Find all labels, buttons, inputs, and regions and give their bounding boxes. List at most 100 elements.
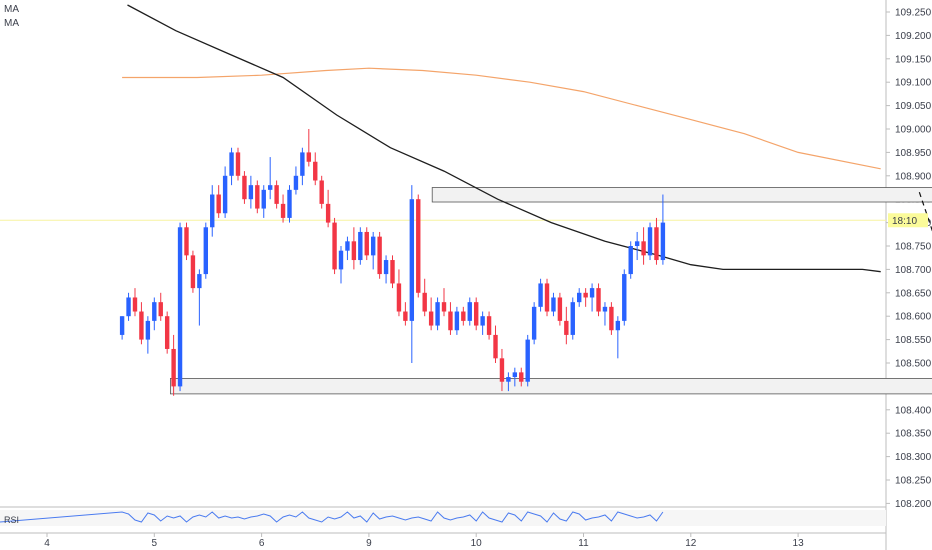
- time-axis[interactable]: 4 5 6 9 10 11 12 13: [0, 532, 886, 549]
- price-tag: 18:10: [888, 213, 928, 228]
- price-tag-bg: [888, 213, 928, 228]
- candle-body: [377, 236, 382, 275]
- candle-body: [422, 292, 427, 312]
- candle-body: [171, 348, 176, 387]
- candle-body: [615, 320, 621, 331]
- price-tick-label: 108.900: [895, 171, 932, 182]
- price-tick-label: 108.200: [895, 499, 932, 510]
- candle-body: [486, 316, 492, 335]
- candle-body: [126, 297, 131, 317]
- ma-fast-line: [127, 4, 881, 273]
- time-tick-label: 9: [366, 538, 372, 549]
- candle-body: [222, 175, 228, 214]
- candle-body: [145, 320, 151, 340]
- candle-body: [338, 250, 344, 270]
- candle-body: [435, 302, 440, 326]
- candle-body: [370, 236, 376, 256]
- candle-body: [332, 222, 337, 270]
- candle-body: [622, 274, 627, 321]
- candle-body: [596, 288, 601, 312]
- candle-body: [345, 241, 350, 251]
- candle-body: [190, 255, 196, 289]
- candle-body: [467, 302, 472, 321]
- candles-layer: [119, 129, 666, 396]
- price-tick-label: 108.500: [895, 359, 932, 370]
- time-tick-label: 10: [471, 538, 483, 549]
- candle-body: [158, 302, 163, 317]
- price-tick-label: 108.650: [895, 288, 932, 299]
- candle-body: [544, 283, 550, 312]
- candle-body: [428, 311, 434, 326]
- candle-body: [119, 316, 125, 335]
- candle-body: [531, 306, 537, 340]
- price-tick-label: 108.700: [895, 265, 932, 276]
- candle-body: [589, 288, 595, 298]
- candle-body: [660, 222, 666, 261]
- candle-body: [506, 377, 511, 382]
- candle-body: [396, 283, 402, 312]
- candle-body: [609, 306, 614, 331]
- time-tick-label: 11: [578, 538, 589, 549]
- candle-body: [306, 152, 312, 162]
- candle-body: [210, 194, 215, 228]
- rsi-pane: [0, 506, 886, 526]
- candle-body: [409, 199, 415, 321]
- candle-body: [139, 311, 144, 340]
- candle-body: [319, 180, 324, 204]
- candle-body: [293, 175, 299, 190]
- candle-body: [325, 203, 331, 223]
- zone-rect: [431, 187, 932, 203]
- candle-body: [164, 316, 170, 349]
- candle-body: [499, 358, 505, 382]
- candle-body: [634, 241, 640, 246]
- candle-body: [197, 274, 202, 289]
- candle-body: [152, 302, 157, 321]
- candle-body: [300, 152, 305, 176]
- price-tick-label: 108.600: [895, 312, 932, 323]
- candle-body: [216, 194, 221, 214]
- candle-body: [274, 185, 279, 204]
- candle-body: [177, 227, 183, 387]
- price-tick-label: 108.250: [895, 476, 932, 487]
- candle-body: [512, 372, 518, 378]
- ma-legend-2[interactable]: MA: [4, 18, 19, 29]
- ma-slow-line: [122, 67, 881, 170]
- price-tick-label: 109.150: [895, 54, 932, 65]
- price-tick-label: 108.300: [895, 452, 932, 463]
- candle-body: [583, 292, 588, 298]
- price-axis[interactable]: 109.250 109.200 109.150 109.100 109.050 109.0…: [885, 0, 932, 550]
- price-tick-label: 108.400: [895, 405, 932, 416]
- candle-body: [628, 246, 633, 275]
- price-tick-label: 109.200: [895, 31, 932, 42]
- time-tick-label: 12: [685, 538, 697, 549]
- candle-body: [416, 199, 421, 293]
- candle-body: [454, 311, 460, 331]
- rsi-label[interactable]: RSI: [4, 515, 20, 525]
- candle-body: [448, 311, 453, 331]
- rsi-line: [0, 511, 664, 523]
- candle-body: [525, 339, 530, 382]
- candle-body: [493, 334, 498, 359]
- rsi-band: [0, 510, 886, 526]
- ma-legend-1[interactable]: MA: [4, 4, 19, 15]
- price-tag-text: 18:10: [892, 216, 917, 227]
- time-tick-label: 4: [44, 538, 50, 549]
- candle-body: [551, 297, 556, 312]
- candle-body: [235, 152, 241, 176]
- candle-body: [390, 260, 395, 284]
- price-tick-label: 109.250: [895, 8, 932, 19]
- candle-body: [203, 227, 209, 275]
- candle-body: [132, 297, 138, 312]
- candle-body: [647, 227, 653, 256]
- candle-body: [229, 152, 234, 176]
- candle-body: [287, 189, 292, 218]
- candle-body: [474, 302, 479, 326]
- candle-body: [383, 260, 389, 275]
- price-tick-label: 108.950: [895, 148, 932, 159]
- candle-body: [184, 227, 189, 256]
- candle-body: [242, 175, 247, 200]
- time-tick-label: 5: [152, 538, 158, 549]
- candle-body: [351, 241, 357, 261]
- price-tick-label: 108.750: [895, 242, 932, 253]
